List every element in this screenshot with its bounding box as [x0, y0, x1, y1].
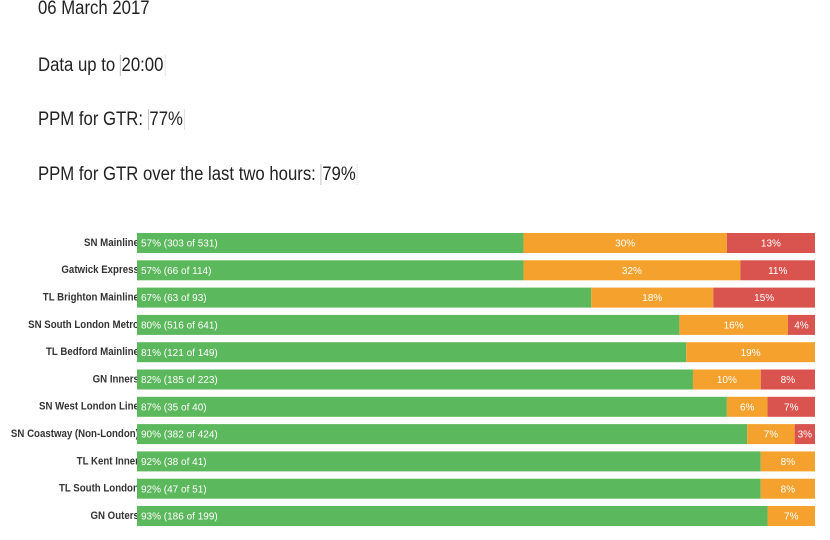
bar-segment — [686, 342, 815, 363]
category-label: SN South London Metro — [28, 319, 139, 331]
date: 06 March 2017 — [38, 0, 150, 19]
value-label: 82% (185 of 223) — [141, 375, 218, 386]
bar-segment — [760, 451, 815, 472]
label: PPM for GTR: — [38, 109, 143, 130]
value-label: 90% (382 of 424) — [141, 430, 218, 441]
bar-segment — [137, 287, 592, 308]
bar-segment — [137, 396, 727, 417]
value-label: 30% — [615, 239, 635, 250]
bar-segment — [137, 424, 748, 445]
value-label: 92% (47 of 51) — [141, 484, 207, 495]
bar-segment — [137, 478, 761, 499]
bar-segment — [760, 478, 815, 499]
value: 77% — [147, 109, 185, 130]
bar-segment — [523, 233, 727, 253]
bar-segment — [137, 369, 693, 390]
value-label: 32% — [622, 266, 642, 277]
value-label: 87% (35 of 40) — [141, 402, 207, 413]
value-label: 8% — [781, 375, 796, 386]
ppm: PPM for GTR: 77% — [38, 109, 185, 131]
ppm-two-hours: PPM for GTR over the last two hours: 79% — [38, 164, 358, 186]
bar-segment — [692, 369, 761, 390]
bar-segment — [137, 342, 687, 363]
bar-segment — [523, 260, 741, 281]
label: PPM for GTR over the last two hours: — [38, 164, 316, 185]
category-label: TL Bedford Mainline — [46, 347, 139, 359]
category-label: TL Brighton Mainline — [43, 292, 139, 304]
value-label: 11% — [768, 266, 787, 277]
value-label: 4% — [794, 321, 809, 332]
value-label: 3% — [798, 430, 813, 441]
category-label: TL South London — [59, 483, 139, 495]
value-label: 6% — [740, 402, 755, 413]
value-label: 16% — [724, 321, 744, 332]
value-label: 8% — [781, 484, 796, 495]
value: 20:00 — [119, 55, 166, 76]
bar-segment — [787, 314, 815, 335]
label: Data up to — [38, 55, 116, 76]
category-label: SN Coastway (Non-London) — [11, 429, 139, 441]
bar-segment — [767, 396, 815, 417]
bar-segment — [137, 233, 524, 253]
bar-segment — [747, 424, 795, 445]
value-label: 57% (66 of 114) — [141, 266, 211, 277]
value-label: 93% (186 of 199) — [141, 512, 218, 523]
bar-segment — [137, 260, 524, 281]
category-label: GN Outers — [90, 510, 139, 522]
value-label: 7% — [784, 402, 799, 413]
category-label: SN West London Line — [39, 401, 139, 413]
value-label: 10% — [717, 375, 737, 386]
value-label: 18% — [642, 293, 662, 304]
category-label: TL Kent Inner — [77, 456, 139, 468]
value: 79% — [320, 164, 358, 185]
bar-segment — [137, 314, 680, 335]
value-label: 92% (38 of 41) — [141, 457, 207, 468]
bar-segment — [137, 506, 768, 526]
value-label: 57% (303 of 531) — [141, 239, 218, 250]
bar-segment — [760, 369, 815, 390]
category-label: Gatwick Express — [61, 265, 139, 277]
bar-segment — [713, 287, 815, 308]
bar-segment — [767, 506, 815, 526]
bar-segment — [740, 260, 815, 281]
value-label: 13% — [761, 239, 781, 250]
bar-segment — [726, 233, 815, 253]
value-label: 7% — [784, 512, 799, 523]
value-label: 7% — [764, 430, 779, 441]
value-label: 15% — [754, 293, 774, 304]
bar-segment — [794, 424, 815, 445]
category-label: GN Inners — [93, 374, 139, 386]
category-label: SN Mainline — [84, 237, 139, 249]
value-label: 80% (516 of 641) — [141, 321, 218, 332]
value-label: 67% (63 of 93) — [141, 293, 207, 304]
data-up-to: Data up to 20:00 — [38, 55, 166, 77]
bar-segment — [137, 451, 761, 472]
value-label: 8% — [781, 457, 796, 468]
value-label: 81% (121 of 149) — [141, 348, 218, 359]
bar-segment — [591, 287, 714, 308]
value-label: 19% — [741, 348, 761, 359]
bar-segment — [679, 314, 788, 335]
bar-segment — [726, 396, 768, 417]
